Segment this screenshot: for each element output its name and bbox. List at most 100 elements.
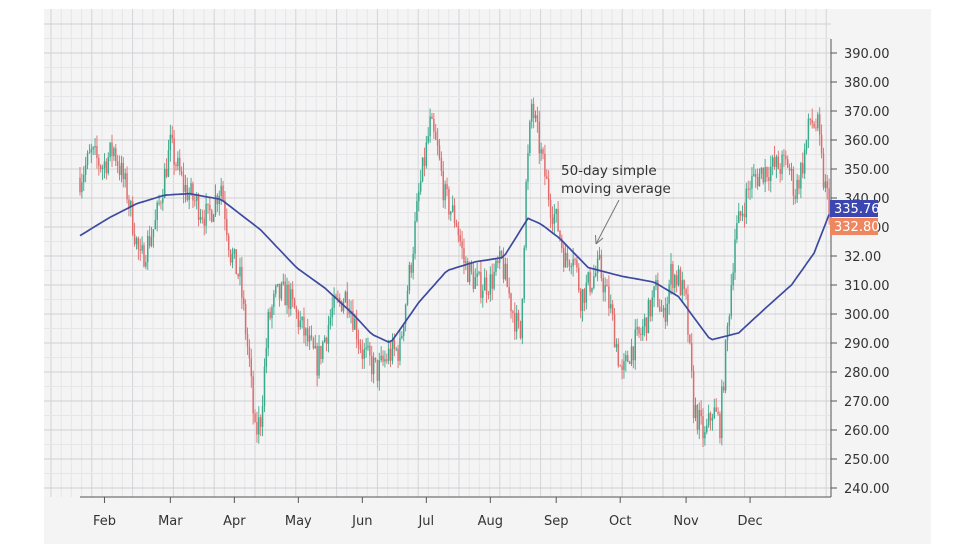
candle-body	[303, 316, 305, 336]
candle-body	[120, 163, 123, 176]
candle-body	[290, 289, 292, 309]
candle-body	[813, 123, 815, 128]
candle-body	[137, 238, 140, 250]
candle-body	[105, 161, 108, 174]
candle-body	[438, 145, 441, 158]
candle-body	[128, 199, 130, 208]
candle-body	[143, 245, 145, 267]
candle-body	[702, 416, 704, 439]
candle-body	[786, 159, 789, 168]
candle-body	[596, 258, 599, 273]
candle-body	[122, 163, 125, 180]
candle-body	[506, 263, 508, 288]
candle-body	[427, 136, 429, 143]
candle-body	[749, 188, 751, 190]
candle-body	[226, 219, 228, 236]
last-price-tag	[830, 200, 878, 217]
candle-body	[756, 177, 759, 187]
candle-body	[587, 272, 589, 283]
candle-body	[583, 289, 586, 303]
candle-body	[640, 333, 642, 336]
candle-body	[267, 311, 269, 349]
candle-body	[207, 203, 209, 205]
candle-body	[408, 264, 411, 291]
candle-body	[418, 191, 420, 202]
candle-body	[666, 303, 668, 322]
candle-body	[339, 298, 341, 302]
moving-average-line	[79, 192, 830, 343]
candle-body	[103, 161, 106, 169]
candle-body	[190, 183, 192, 194]
candle-body	[800, 163, 802, 189]
candle-body	[675, 275, 678, 286]
candle-body	[692, 370, 695, 419]
annotation: 50-day simple moving average	[561, 163, 671, 245]
candle-body	[498, 251, 501, 263]
candle-body	[188, 193, 190, 201]
candle-body	[664, 307, 667, 322]
candle-body	[753, 174, 755, 176]
candle-body	[307, 328, 309, 342]
candle-body	[378, 360, 381, 381]
candle-body	[397, 348, 399, 361]
candle-body	[617, 344, 620, 366]
candle-body	[342, 302, 345, 312]
candle-body	[273, 293, 275, 308]
candle-body	[593, 276, 595, 288]
candle-body	[393, 339, 396, 349]
candle-body	[442, 171, 445, 201]
candle-body	[419, 181, 422, 192]
candle-body	[297, 312, 300, 328]
grid	[44, 9, 831, 497]
candle-body	[642, 326, 644, 336]
candle-body	[611, 304, 614, 315]
candle-body	[115, 148, 117, 162]
candle-body	[818, 114, 821, 135]
candle-body	[291, 289, 294, 299]
candle-body	[148, 235, 151, 246]
candle-body	[500, 251, 503, 258]
candle-body	[312, 338, 315, 349]
candle-body	[754, 174, 757, 178]
candle-body	[325, 337, 328, 344]
candle-body	[222, 185, 224, 201]
candle-body	[301, 316, 303, 321]
candle-body	[809, 118, 812, 120]
candle-body	[239, 266, 241, 277]
candle-body	[529, 121, 531, 154]
candle-body	[229, 250, 232, 263]
candle-body	[743, 213, 746, 218]
candle-body	[451, 205, 454, 212]
candle-body	[783, 154, 785, 156]
candle-body	[197, 196, 200, 220]
candle-body	[568, 260, 571, 267]
candle-body	[683, 280, 685, 290]
candle-body	[365, 347, 367, 350]
candle-body	[681, 280, 684, 296]
candle-body	[465, 261, 467, 263]
candle-body	[625, 355, 627, 361]
candle-body	[517, 312, 520, 321]
candle-body	[182, 174, 185, 192]
candle-body	[579, 290, 582, 311]
candle-body	[429, 116, 431, 137]
candle-body	[433, 118, 435, 132]
candle-body	[478, 271, 480, 274]
candle-body	[547, 178, 550, 201]
candle-body	[758, 173, 761, 187]
y-tick-label: 350.00	[844, 163, 890, 178]
candle-body	[243, 297, 245, 305]
candle-body	[382, 355, 384, 362]
axes	[80, 39, 832, 498]
candle-body	[416, 201, 418, 222]
candle-body	[107, 157, 109, 174]
annotation-line-1: 50-day simple	[561, 163, 657, 179]
candle-body	[209, 204, 211, 211]
candle-body	[707, 413, 710, 426]
candle-body	[561, 238, 563, 249]
candle-body	[549, 200, 552, 218]
candle-body	[406, 290, 409, 305]
candle-body	[713, 407, 716, 418]
candle-body	[212, 214, 215, 222]
candle-body	[98, 158, 100, 166]
